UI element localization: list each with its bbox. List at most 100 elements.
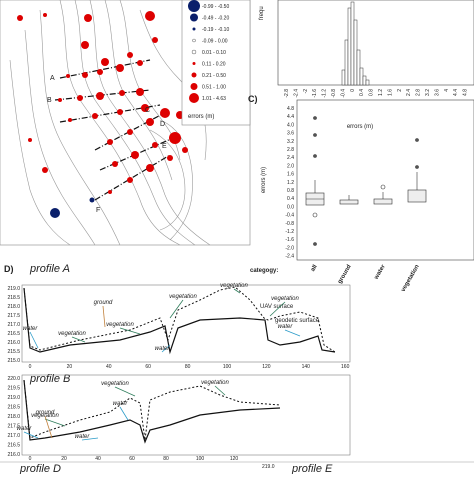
profile-label: F bbox=[96, 207, 100, 214]
x-tick-label: 0.4 bbox=[359, 89, 365, 96]
x-tick-label: 20 bbox=[61, 456, 67, 462]
panel-label: D) bbox=[4, 264, 14, 274]
legend-symbol bbox=[192, 62, 196, 65]
legend-label: -0.09 - 0.00 bbox=[202, 39, 228, 45]
y-tick-label: 0.0 bbox=[287, 204, 294, 210]
category-label: water bbox=[373, 263, 387, 281]
legend-symbol bbox=[189, 93, 199, 103]
profile-label: E bbox=[162, 143, 167, 150]
map-error-point bbox=[50, 208, 60, 218]
y-tick-label: -1.6 bbox=[285, 237, 294, 243]
profile-frame bbox=[21, 374, 351, 456]
panel-label: C) bbox=[248, 94, 258, 104]
boxplot-frame bbox=[296, 99, 474, 261]
y-tick-label: 219.5 bbox=[7, 386, 20, 392]
geodetic-surface bbox=[23, 287, 336, 355]
x-tick-label: 1.2 bbox=[378, 89, 384, 96]
annotation: vegetation bbox=[101, 381, 129, 387]
x-tick-label: 120 bbox=[262, 364, 271, 370]
annotation: vegetation bbox=[58, 331, 86, 337]
uav-surface bbox=[23, 379, 281, 441]
legend-symbols bbox=[188, 0, 200, 103]
y-tick-label: 217.5 bbox=[7, 424, 20, 430]
annotation: vegetation bbox=[220, 283, 248, 289]
profile-label: B bbox=[47, 97, 52, 104]
x-tick-label: 120 bbox=[230, 456, 239, 462]
y-tick-label: 215.5 bbox=[7, 349, 20, 355]
annotation: water bbox=[113, 401, 129, 407]
profile-label: C bbox=[145, 107, 150, 114]
legend-title: errors (m) bbox=[188, 114, 214, 120]
legend-entry: geodetic surface bbox=[275, 318, 320, 324]
annotation-arrow bbox=[44, 415, 53, 439]
x-tick-label: 140 bbox=[302, 364, 311, 370]
x-tick-label: 4.4 bbox=[453, 89, 459, 96]
histogram-x-label: errors (m) bbox=[347, 124, 373, 130]
annotation: vegetation bbox=[31, 413, 59, 419]
histogram-y-label: frequ bbox=[259, 6, 265, 20]
annotation-arrow bbox=[214, 385, 226, 396]
annotation: vegetation bbox=[271, 296, 299, 302]
x-tick-label: 2.8 bbox=[416, 89, 422, 96]
y-tick-label: 2.0 bbox=[287, 163, 294, 169]
x-tick-label: 0 bbox=[350, 89, 356, 92]
legend-symbol bbox=[192, 38, 196, 43]
y-tick-label: 4.8 bbox=[287, 106, 294, 112]
x-tick-label: 20 bbox=[67, 364, 73, 370]
y-tick-label: 218.5 bbox=[7, 405, 20, 411]
x-tick-label: 80 bbox=[163, 456, 169, 462]
y-tick-label: -2.0 bbox=[285, 245, 294, 251]
annotation: vegetation bbox=[106, 322, 134, 328]
category-label: categogy: bbox=[250, 268, 278, 274]
legend-label: -0.19 - -0.10 bbox=[202, 27, 229, 33]
category-label: vegetation bbox=[401, 264, 421, 293]
x-tick-label: -0.8 bbox=[331, 89, 337, 98]
annotation: water bbox=[278, 324, 294, 330]
legend-label: 0.11 - 0.20 bbox=[202, 62, 226, 68]
legend-entry: UAV surface bbox=[260, 304, 294, 310]
histogram-bars bbox=[341, 1, 370, 86]
x-tick-label: 60 bbox=[129, 456, 135, 462]
x-tick-label: -1.6 bbox=[312, 89, 318, 98]
x-tick-label: 4 bbox=[444, 89, 450, 92]
x-tick-label: 40 bbox=[106, 364, 112, 370]
y-tick-label: 216.5 bbox=[7, 331, 20, 337]
y-tick-label: 3.2 bbox=[287, 139, 294, 145]
annotation-arrow bbox=[114, 386, 136, 397]
annotation: water bbox=[75, 434, 91, 440]
tick-label: 219.0 bbox=[262, 464, 275, 470]
x-tick-label: -2.4 bbox=[293, 89, 299, 98]
y-tick-label: 2.4 bbox=[287, 155, 294, 161]
y-tick-label: 219.0 bbox=[7, 395, 20, 401]
y-tick-label: 4.0 bbox=[287, 122, 294, 128]
y-tick-label: 220.0 bbox=[7, 376, 20, 382]
x-tick-label: 2.4 bbox=[406, 89, 412, 96]
annotation-arrow bbox=[169, 299, 184, 319]
y-tick-label: 216.0 bbox=[7, 340, 20, 346]
y-tick-label: 0.4 bbox=[287, 196, 294, 202]
y-tick-label: 1.2 bbox=[287, 180, 294, 186]
annotation-arrow bbox=[119, 327, 141, 335]
legend-symbol bbox=[191, 49, 197, 55]
y-tick-label: -2.4 bbox=[285, 254, 294, 260]
legend-label: 1.01 - 4.63 bbox=[202, 96, 226, 102]
x-tick-label: 0 bbox=[29, 456, 32, 462]
map-contours bbox=[9, 0, 211, 246]
x-tick-label: 0 bbox=[29, 364, 32, 370]
annotation-arrow bbox=[161, 344, 171, 353]
profile-title: profile A bbox=[29, 263, 70, 275]
y-tick-label: 216.5 bbox=[7, 443, 20, 449]
x-tick-label: 100 bbox=[196, 456, 205, 462]
annotation-arrow bbox=[269, 301, 286, 317]
y-tick-label: 2.8 bbox=[287, 147, 294, 153]
profile-title: profile E bbox=[291, 463, 333, 474]
x-tick-label: 3.2 bbox=[425, 89, 431, 96]
legend-symbol bbox=[190, 13, 198, 22]
x-tick-label: -1.2 bbox=[322, 89, 328, 98]
annotation: vegetation bbox=[201, 380, 229, 386]
annotation-arrows bbox=[23, 288, 301, 441]
annotation-arrow bbox=[81, 437, 99, 441]
annotation-arrow bbox=[23, 431, 39, 439]
legend-label: 0.51 - 1.00 bbox=[202, 85, 226, 91]
